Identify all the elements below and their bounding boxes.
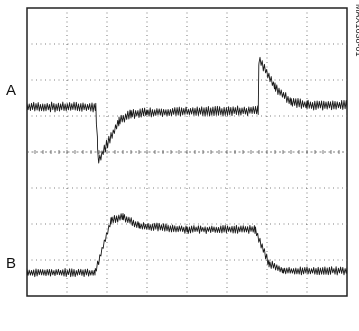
trace-b (26, 213, 348, 278)
channel-b-label: B (6, 255, 16, 272)
grid-lines (27, 8, 347, 296)
traces (26, 56, 348, 278)
channel-a-label: A (6, 82, 16, 99)
figure-id: MAX1638-01 (354, 4, 359, 57)
trace-a (26, 56, 348, 164)
